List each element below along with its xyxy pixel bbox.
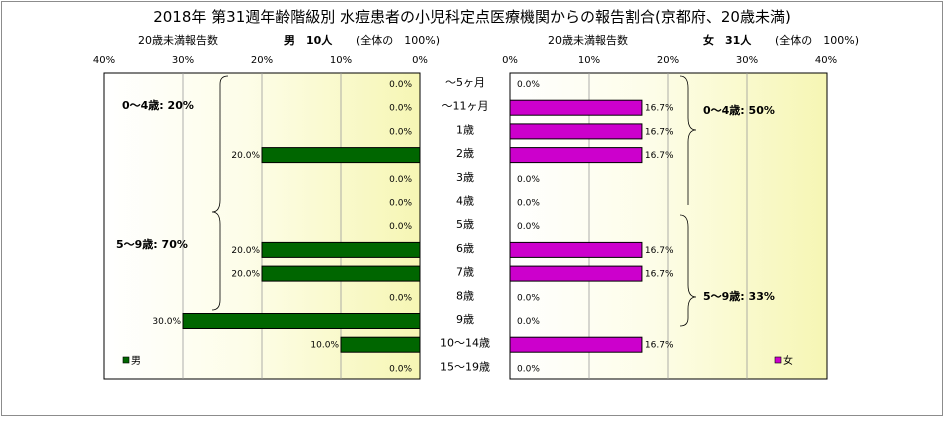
male-data-label: 0.0% — [389, 222, 412, 232]
legend-label-female: 女 — [783, 354, 793, 367]
right-series-total: (全体の 100%) — [775, 33, 859, 47]
female-data-label: 16.7% — [645, 341, 674, 351]
category-label: 15～19歳 — [440, 360, 490, 373]
category-label: 3歳 — [456, 171, 474, 184]
female-bar — [509, 265, 643, 282]
female-bar — [509, 147, 643, 164]
male-bar — [340, 336, 421, 353]
male-data-label: 0.0% — [389, 199, 412, 209]
category-label: 10～14歳 — [440, 337, 490, 350]
right-axis-tick-label: 0% — [502, 55, 518, 66]
female-data-label: 16.7% — [645, 246, 674, 256]
female-bar — [509, 241, 643, 258]
legend-swatch-male — [122, 356, 130, 364]
female-bar — [509, 336, 643, 353]
left-group-label-5-9: 5～9歳: 70% — [116, 237, 188, 251]
left-axis-tick-label: 10% — [330, 55, 352, 66]
male-data-label: 30.0% — [152, 317, 181, 327]
male-bar — [261, 147, 421, 164]
male-data-label: 0.0% — [389, 127, 412, 137]
male-data-label: 20.0% — [231, 151, 260, 161]
category-label: 2歳 — [456, 147, 474, 160]
male-bar — [261, 265, 421, 282]
right-group-label-0-4: 0～4歳: 50% — [703, 103, 775, 117]
right-group-brace-lower — [679, 214, 697, 327]
male-bar — [261, 241, 421, 258]
male-data-label: 0.0% — [389, 293, 412, 303]
right-group-brace-upper — [679, 75, 697, 205]
male-data-label: 0.0% — [389, 80, 412, 90]
category-label: 4歳 — [456, 195, 474, 208]
right-plot-area — [509, 72, 828, 380]
male-data-label: 20.0% — [231, 270, 260, 280]
female-data-label: 0.0% — [517, 317, 540, 327]
female-data-label: 0.0% — [517, 80, 540, 90]
right-series-header: 女 31人 — [703, 33, 752, 47]
right-axis-tick-label: 30% — [736, 55, 758, 66]
left-axis-label: 20歳未満報告数 — [138, 34, 218, 47]
category-label: 7歳 — [456, 266, 474, 279]
right-axis-tick-label: 20% — [657, 55, 679, 66]
female-data-label: 16.7% — [645, 127, 674, 137]
female-data-label: 0.0% — [517, 175, 540, 185]
category-label: ～5ヶ月 — [445, 76, 485, 89]
male-data-label: 0.0% — [389, 364, 412, 374]
left-series-total: (全体の 100%) — [356, 33, 440, 47]
female-data-label: 16.7% — [645, 104, 674, 114]
left-group-label-0-4: 0～4歳: 20% — [122, 98, 194, 112]
right-axis-label: 20歳未満報告数 — [548, 34, 628, 47]
left-axis-tick-label: 0% — [412, 55, 428, 66]
male-data-label: 0.0% — [389, 175, 412, 185]
category-label: 5歳 — [456, 218, 474, 231]
female-bar — [509, 123, 643, 140]
female-data-label: 16.7% — [645, 151, 674, 161]
female-data-label: 0.0% — [517, 222, 540, 232]
chart-title: 2018年 第31週年齢階級別 水痘患者の小児科定点医療機関からの報告割合(京都… — [153, 8, 791, 26]
right-axis-tick-label: 10% — [578, 55, 600, 66]
category-label: 1歳 — [456, 123, 474, 136]
male-data-label: 10.0% — [310, 341, 339, 351]
male-data-label: 0.0% — [389, 104, 412, 114]
left-series-header: 男 10人 — [284, 33, 333, 47]
legend-swatch-female — [774, 356, 782, 364]
category-label: 9歳 — [456, 313, 474, 326]
right-axis-tick-label: 40% — [815, 55, 837, 66]
left-axis-tick-label: 20% — [251, 55, 273, 66]
legend-label-male: 男 — [131, 355, 141, 367]
male-bar — [182, 313, 421, 329]
category-label: 8歳 — [456, 289, 474, 302]
female-data-label: 16.7% — [645, 270, 674, 280]
right-group-label-5-9: 5～9歳: 33% — [703, 289, 775, 303]
female-data-label: 0.0% — [517, 199, 540, 209]
male-data-label: 20.0% — [231, 246, 260, 256]
category-label: ～11ヶ月 — [442, 100, 489, 113]
left-axis-tick-label: 40% — [93, 55, 115, 66]
female-data-label: 0.0% — [517, 364, 540, 374]
female-bar — [509, 99, 643, 116]
chart-marks: 0% 0% 10% 10% 20% 20% 30% 30% 40% 40% ～5ヶ月 0.0% 0.0%… — [93, 55, 837, 379]
female-data-label: 0.0% — [517, 293, 540, 303]
left-group-brace — [211, 75, 229, 311]
category-label: 6歳 — [456, 242, 474, 255]
left-axis-tick-label: 30% — [172, 55, 194, 66]
